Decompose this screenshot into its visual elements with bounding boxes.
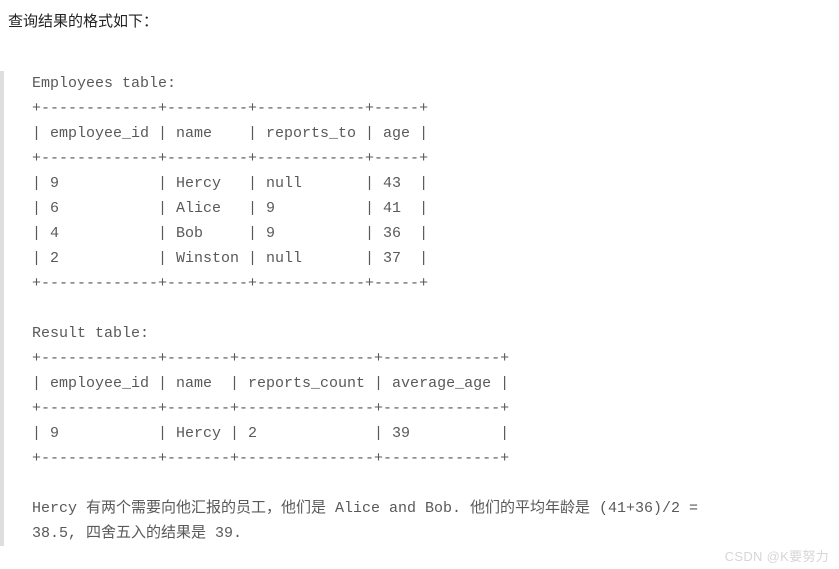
code-line: Employees table: (32, 75, 176, 92)
code-line: Result table: (32, 325, 149, 342)
code-line: | 6 | Alice | 9 | 41 | (32, 200, 428, 217)
heading-text: 查询结果的格式如下： (0, 0, 839, 31)
code-line: | 9 | Hercy | 2 | 39 | (32, 425, 509, 442)
code-line: +-------------+---------+------------+--… (32, 150, 428, 167)
code-line: +-------------+---------+------------+--… (32, 100, 428, 117)
code-line: | 2 | Winston | null | 37 | (32, 250, 428, 267)
code-line: | 9 | Hercy | null | 43 | (32, 175, 428, 192)
code-line: | employee_id | name | reports_count | a… (32, 375, 509, 392)
code-line: | 4 | Bob | 9 | 36 | (32, 225, 428, 242)
watermark-text: CSDN @K要努力 (725, 546, 829, 565)
code-line: +-------------+---------+------------+--… (32, 275, 428, 292)
code-line: +-------------+-------+---------------+-… (32, 350, 509, 367)
code-line: +-------------+-------+---------------+-… (32, 400, 509, 417)
code-line: Hercy 有两个需要向他汇报的员工，他们是 Alice and Bob. 他们… (32, 500, 698, 517)
code-line: +-------------+-------+---------------+-… (32, 450, 509, 467)
code-block: Employees table: +-------------+--------… (0, 71, 839, 546)
code-line: | employee_id | name | reports_to | age … (32, 125, 428, 142)
code-line: 38.5, 四舍五入的结果是 39. (32, 525, 242, 542)
